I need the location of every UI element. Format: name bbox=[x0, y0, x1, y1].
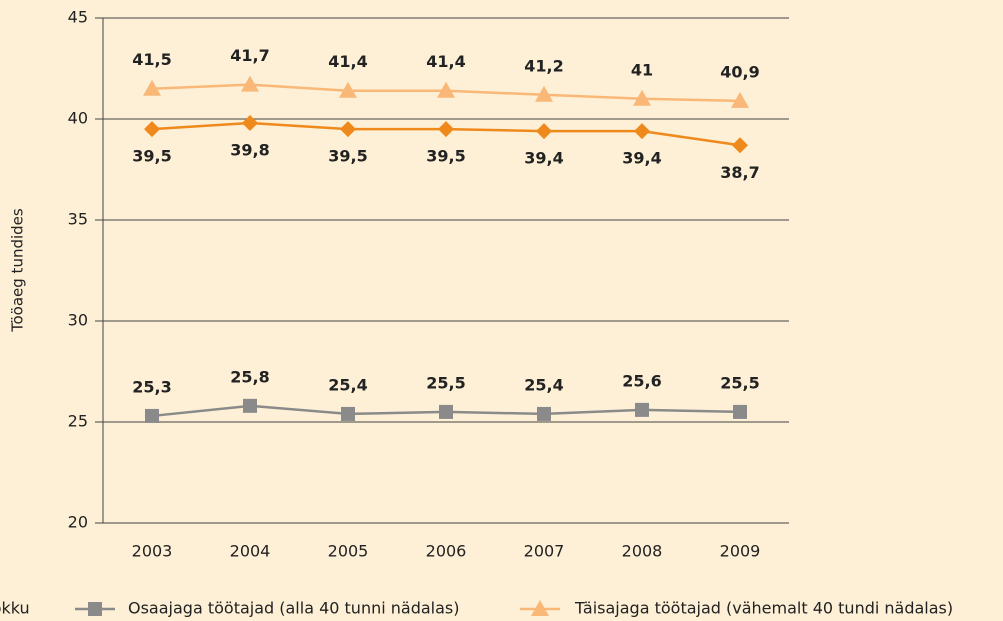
marker bbox=[437, 81, 455, 98]
y-tick-label: 30 bbox=[68, 311, 88, 330]
marker bbox=[243, 398, 257, 413]
data-label: 39,5 bbox=[426, 147, 465, 166]
marker bbox=[145, 408, 159, 423]
y-tick-label: 20 bbox=[68, 513, 88, 532]
marker bbox=[634, 123, 650, 140]
marker bbox=[731, 91, 749, 108]
marker bbox=[339, 81, 357, 98]
marker bbox=[439, 404, 453, 419]
data-label: 39,5 bbox=[328, 147, 367, 166]
legend-label: Kokku bbox=[0, 599, 30, 618]
marker bbox=[438, 121, 454, 138]
data-label: 39,4 bbox=[622, 149, 661, 168]
marker bbox=[143, 79, 161, 96]
marker bbox=[732, 137, 748, 154]
data-label: 40,9 bbox=[720, 62, 759, 81]
y-axis-label: Tööaeg tundides bbox=[9, 208, 27, 333]
x-tick-label: 2006 bbox=[426, 542, 467, 561]
data-label: 25,8 bbox=[230, 367, 269, 386]
x-tick-label: 2005 bbox=[328, 542, 369, 561]
data-label: 41 bbox=[631, 60, 653, 79]
data-label: 39,4 bbox=[524, 149, 563, 168]
y-tick-label: 40 bbox=[68, 109, 88, 128]
marker bbox=[537, 406, 551, 421]
x-tick-label: 2009 bbox=[720, 542, 761, 561]
y-tick-label: 25 bbox=[68, 412, 88, 431]
data-label: 41,5 bbox=[132, 50, 171, 69]
data-label: 41,4 bbox=[426, 52, 465, 71]
x-tick-label: 2007 bbox=[524, 542, 565, 561]
y-tick-label: 45 bbox=[68, 8, 88, 27]
legend-label: Täisajaga töötajad (vähemalt 40 tundi nä… bbox=[574, 599, 953, 618]
marker bbox=[635, 402, 649, 417]
data-label: 38,7 bbox=[720, 163, 759, 182]
marker bbox=[733, 404, 747, 419]
data-label: 41,2 bbox=[524, 56, 563, 75]
x-tick-label: 2003 bbox=[132, 542, 173, 561]
y-tick-label: 35 bbox=[68, 210, 88, 229]
data-label: 39,5 bbox=[132, 147, 171, 166]
data-label: 25,4 bbox=[328, 375, 367, 394]
data-label: 25,5 bbox=[426, 373, 465, 392]
data-label: 25,3 bbox=[132, 377, 171, 396]
data-label: 25,4 bbox=[524, 375, 563, 394]
data-label: 41,4 bbox=[328, 52, 367, 71]
marker bbox=[535, 85, 553, 102]
marker bbox=[144, 121, 160, 138]
data-label: 41,7 bbox=[230, 46, 269, 65]
x-tick-label: 2004 bbox=[230, 542, 271, 561]
data-label: 39,8 bbox=[230, 141, 269, 160]
legend-label: Osaajaga töötajad (alla 40 tunni nädalas… bbox=[128, 599, 460, 618]
marker bbox=[88, 602, 102, 616]
marker bbox=[241, 75, 259, 92]
marker bbox=[341, 406, 355, 421]
marker bbox=[340, 121, 356, 138]
marker bbox=[531, 600, 549, 616]
data-label: 25,6 bbox=[622, 371, 661, 390]
marker bbox=[633, 89, 651, 106]
x-tick-label: 2008 bbox=[622, 542, 663, 561]
marker bbox=[242, 115, 258, 132]
marker bbox=[536, 123, 552, 140]
data-label: 25,5 bbox=[720, 373, 759, 392]
